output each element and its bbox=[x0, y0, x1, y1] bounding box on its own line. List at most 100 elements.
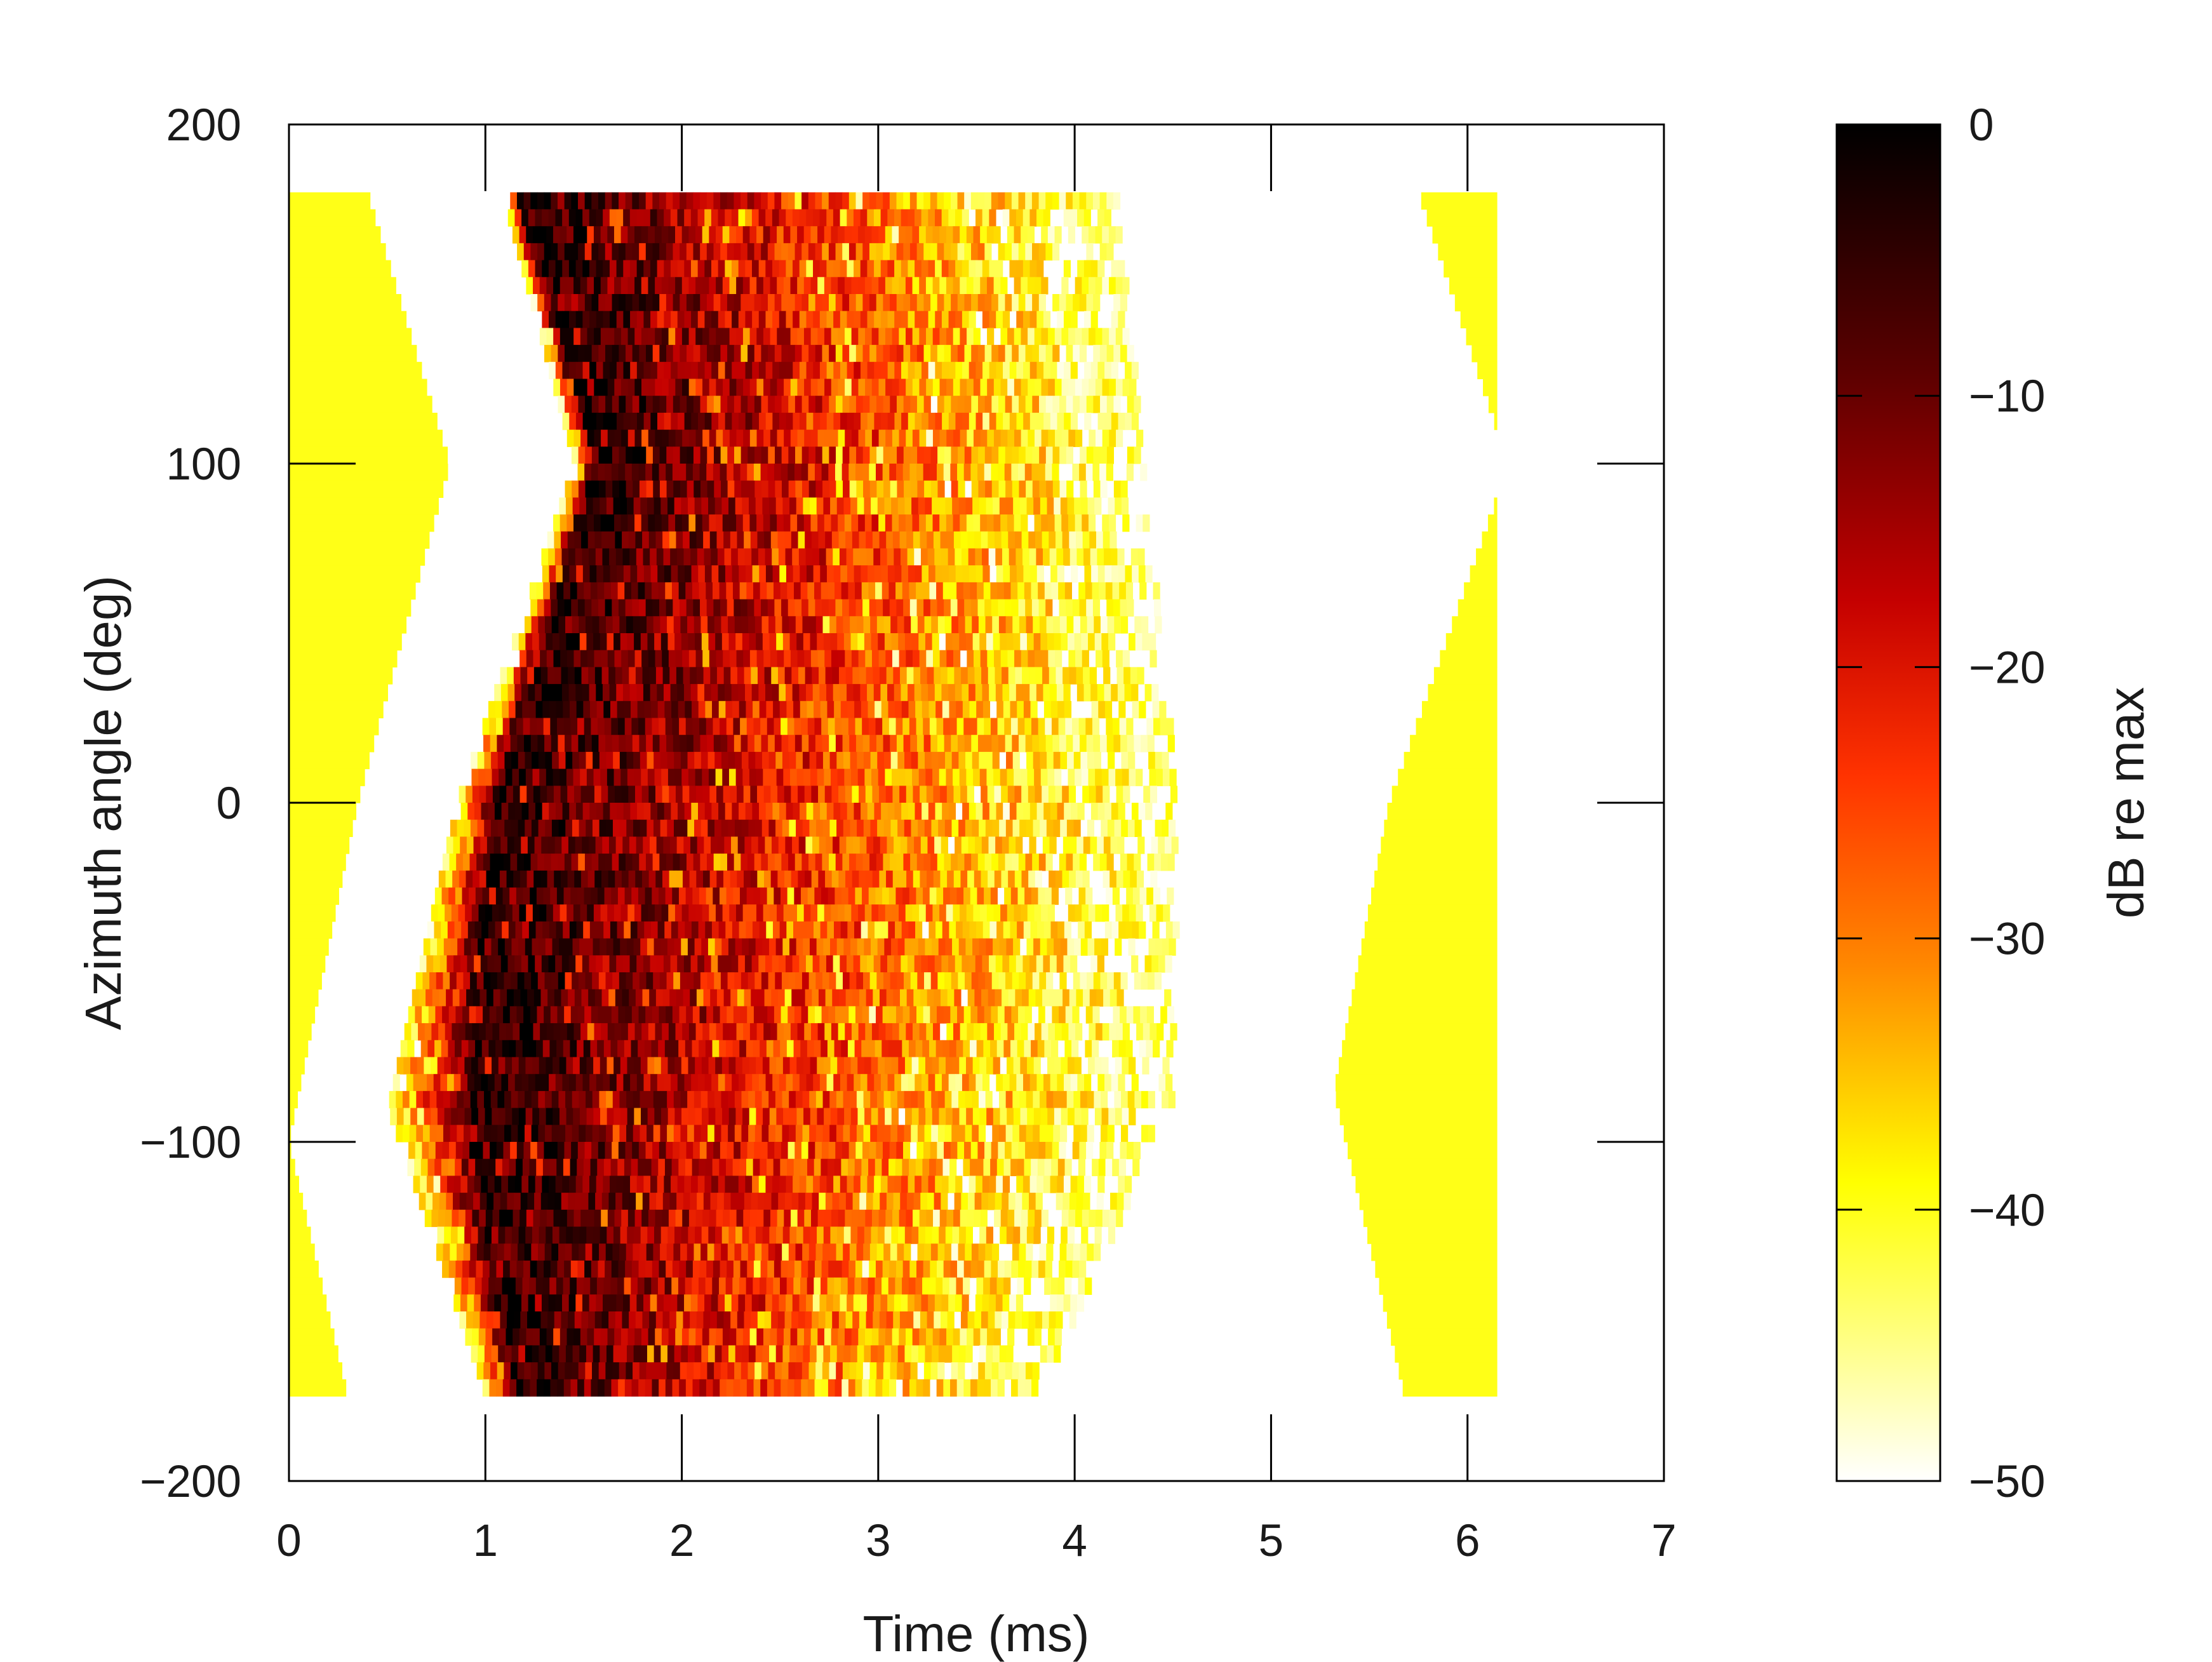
heatmap-cell bbox=[801, 345, 809, 363]
heatmap-cell bbox=[664, 921, 672, 939]
heatmap-cell bbox=[573, 277, 581, 295]
heatmap-cell bbox=[560, 328, 568, 345]
heatmap-cell bbox=[726, 887, 734, 905]
heatmap-cell bbox=[706, 464, 714, 481]
heatmap-cell bbox=[426, 955, 434, 973]
heatmap-cell bbox=[1104, 209, 1111, 227]
heatmap-cell bbox=[730, 786, 737, 803]
heatmap-cell bbox=[940, 531, 948, 549]
heatmap-cell bbox=[686, 294, 694, 312]
heatmap-cell bbox=[1014, 531, 1022, 549]
heatmap-cell bbox=[818, 989, 826, 1007]
heatmap-cell bbox=[517, 243, 525, 261]
heatmap-cell bbox=[661, 904, 669, 922]
heatmap-cell bbox=[492, 904, 500, 922]
heatmap-cell bbox=[896, 854, 904, 871]
heatmap-cell bbox=[627, 1023, 635, 1041]
heatmap-cell bbox=[704, 412, 712, 431]
heatmap-cell bbox=[745, 803, 753, 821]
heatmap-cell bbox=[446, 989, 453, 1007]
heatmap-cell bbox=[661, 277, 669, 295]
heatmap-cell bbox=[775, 480, 782, 498]
heatmap-cell bbox=[1150, 650, 1157, 667]
heatmap-cell bbox=[1005, 854, 1012, 871]
heatmap-cell bbox=[743, 650, 751, 667]
heatmap-cell bbox=[786, 803, 793, 821]
heatmap-cell bbox=[723, 1023, 730, 1041]
heatmap-cell bbox=[816, 938, 824, 956]
heatmap-cell bbox=[829, 938, 838, 956]
heatmap-cell bbox=[1052, 345, 1060, 363]
heatmap-cell bbox=[1071, 1040, 1079, 1058]
heatmap-cell bbox=[771, 667, 779, 685]
heatmap-cell bbox=[1007, 1023, 1015, 1041]
heatmap-cell bbox=[1055, 429, 1062, 447]
heatmap-cell bbox=[638, 887, 646, 905]
heatmap-cell bbox=[1021, 1023, 1028, 1041]
heatmap-cell bbox=[619, 751, 627, 770]
heatmap-cell bbox=[555, 260, 563, 278]
heatmap-cell bbox=[549, 803, 556, 821]
heatmap-cell bbox=[662, 786, 669, 803]
heatmap-cell bbox=[1124, 684, 1132, 702]
heatmap-cell bbox=[513, 786, 521, 803]
heatmap-cell bbox=[698, 803, 706, 821]
heatmap-cell bbox=[1167, 854, 1175, 871]
heatmap-cell bbox=[871, 514, 879, 532]
pre-window-cell bbox=[289, 294, 401, 312]
heatmap-cell bbox=[964, 599, 972, 617]
late-window-cell bbox=[1364, 921, 1498, 939]
heatmap-cell bbox=[1094, 938, 1102, 956]
heatmap-cell bbox=[613, 226, 622, 244]
heatmap-cell bbox=[641, 904, 648, 922]
heatmap-cell bbox=[778, 836, 786, 854]
heatmap-cell bbox=[522, 700, 530, 719]
heatmap-cell bbox=[712, 700, 720, 719]
heatmap-cell bbox=[1060, 938, 1068, 956]
heatmap-cell bbox=[799, 1074, 807, 1092]
heatmap-cell bbox=[761, 294, 768, 312]
heatmap-cell bbox=[794, 599, 802, 617]
heatmap-cell bbox=[1017, 718, 1025, 735]
heatmap-cell bbox=[1039, 396, 1047, 413]
heatmap-cell bbox=[1068, 633, 1075, 651]
heatmap-cell bbox=[1162, 819, 1169, 837]
heatmap-cell bbox=[1040, 751, 1047, 770]
heatmap-cell bbox=[468, 1040, 476, 1058]
pre-window-cell bbox=[289, 870, 343, 888]
pre-window-cell bbox=[289, 379, 427, 396]
heatmap-cell bbox=[1086, 192, 1094, 210]
heatmap-cell bbox=[573, 379, 581, 396]
heatmap-cell bbox=[820, 803, 828, 821]
heatmap-cell bbox=[790, 226, 798, 244]
heatmap-cell bbox=[490, 819, 499, 837]
heatmap-cell bbox=[865, 429, 873, 447]
heatmap-cell bbox=[930, 446, 938, 464]
heatmap-cell bbox=[1026, 616, 1033, 634]
heatmap-cell bbox=[1075, 650, 1083, 667]
heatmap-cell bbox=[713, 446, 721, 464]
heatmap-cell bbox=[797, 277, 805, 295]
heatmap-cell bbox=[850, 497, 858, 515]
heatmap-cell bbox=[625, 464, 633, 481]
pre-window-cell bbox=[289, 819, 353, 837]
heatmap-cell bbox=[895, 887, 903, 905]
heatmap-cell bbox=[1009, 803, 1017, 821]
heatmap-cell bbox=[1059, 972, 1067, 990]
heatmap-cell bbox=[666, 735, 674, 753]
heatmap-cell bbox=[857, 768, 865, 786]
heatmap-cell bbox=[998, 446, 1006, 464]
heatmap-cell bbox=[734, 735, 742, 753]
heatmap-cell bbox=[1045, 243, 1053, 261]
heatmap-cell bbox=[859, 870, 866, 888]
heatmap-cell bbox=[937, 396, 945, 413]
heatmap-cell bbox=[951, 751, 959, 770]
heatmap-cell bbox=[817, 379, 825, 396]
heatmap-cell bbox=[782, 1057, 791, 1075]
heatmap-cell bbox=[591, 887, 598, 905]
heatmap-cell bbox=[579, 819, 586, 837]
heatmap-cell bbox=[897, 616, 905, 634]
heatmap-cell bbox=[989, 412, 996, 431]
heatmap-cell bbox=[623, 260, 631, 278]
